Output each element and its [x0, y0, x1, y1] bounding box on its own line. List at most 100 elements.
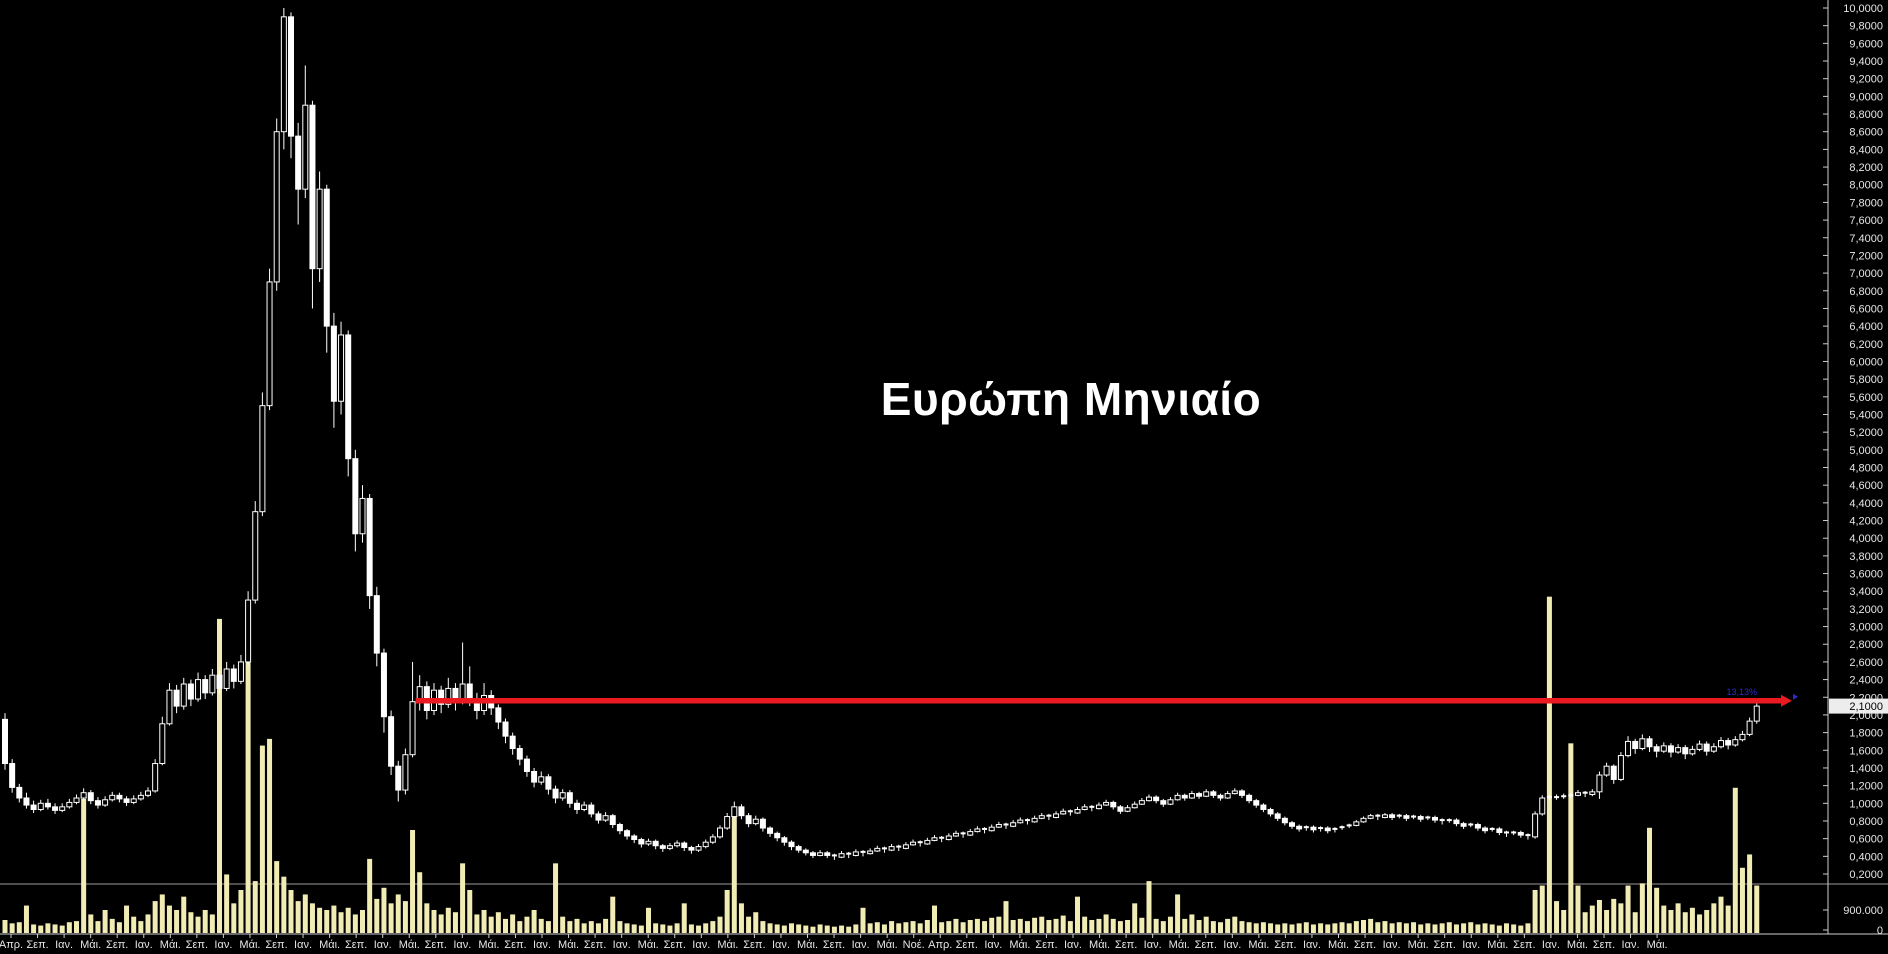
- candle-up: [223, 668, 230, 689]
- candle-up: [1617, 755, 1624, 780]
- volume-bar: [152, 901, 158, 933]
- volume-bar: [1310, 924, 1316, 933]
- candle-up: [1203, 791, 1210, 797]
- price-axis-label: 8,0000: [1849, 180, 1883, 192]
- volume-bar: [202, 910, 208, 933]
- price-axis-label: 5,8000: [1849, 374, 1883, 386]
- candle-down: [802, 849, 809, 854]
- candle-down: [366, 497, 373, 597]
- candle-up: [731, 806, 738, 818]
- volume-bar: [939, 922, 945, 933]
- candle-down: [659, 845, 666, 849]
- volume-bar: [710, 921, 716, 933]
- candle-up: [259, 405, 266, 513]
- month-label: Σεπ.: [823, 939, 845, 951]
- volume-bar: [352, 914, 358, 933]
- volume-bar: [388, 903, 394, 933]
- candle-doji: [1568, 794, 1574, 797]
- candle-up: [1746, 720, 1753, 735]
- month-label: Ιαν.: [1223, 939, 1241, 951]
- candle-up: [1532, 813, 1539, 838]
- candle-up: [924, 839, 931, 845]
- candle-doji: [1411, 815, 1417, 818]
- candle-down: [616, 824, 623, 832]
- month-label: Σεπ.: [186, 939, 208, 951]
- candle-up: [1381, 814, 1388, 818]
- volume-bar: [1639, 883, 1645, 933]
- candle-down: [795, 846, 802, 851]
- candle-up: [1174, 794, 1181, 801]
- horizontal-trendline[interactable]: [415, 698, 1782, 704]
- volume-bar: [503, 918, 508, 933]
- candle-doji: [960, 832, 966, 835]
- candle-down: [1496, 828, 1503, 833]
- month-label: Ιαν.: [533, 939, 551, 951]
- volume-bar: [2, 920, 8, 933]
- volume-bar: [560, 916, 566, 933]
- volume-bar: [410, 830, 416, 933]
- candle-up: [1231, 790, 1238, 795]
- volume-bar: [1353, 921, 1359, 933]
- volume-bar: [431, 910, 437, 933]
- price-axis-label: 6,6000: [1849, 303, 1883, 315]
- month-label: Σεπ.: [743, 939, 765, 951]
- month-label: Ιαν.: [1462, 939, 1480, 951]
- volume-bar: [1754, 885, 1760, 933]
- candle-up: [717, 827, 723, 838]
- candle-doji: [1468, 823, 1474, 826]
- volume-bar: [109, 918, 115, 933]
- candle-down: [1281, 817, 1288, 824]
- month-label: Μάι.: [1009, 939, 1030, 951]
- candle-up: [1138, 800, 1145, 805]
- month-label: Ιαν.: [214, 939, 232, 951]
- volume-bar: [259, 745, 265, 933]
- candle-up: [674, 842, 681, 847]
- volume-bar: [667, 925, 673, 933]
- candle-up: [1353, 821, 1360, 826]
- volume-bar: [1446, 922, 1452, 933]
- price-axis-label: 9,4000: [1849, 56, 1883, 68]
- volume-bar: [1160, 921, 1166, 933]
- candle-up: [237, 661, 244, 682]
- price-axis-label: 8,2000: [1849, 162, 1883, 174]
- volume-bar: [138, 921, 144, 933]
- month-label: Ιαν.: [1064, 939, 1082, 951]
- volume-bar: [517, 921, 523, 933]
- volume-bar: [481, 910, 487, 933]
- candle-down: [809, 852, 816, 856]
- volume-bar: [1418, 924, 1424, 933]
- month-label: Ιαν.: [135, 939, 153, 951]
- volume-bar: [896, 923, 902, 933]
- volume-bar: [1739, 867, 1745, 933]
- month-label: Μάι.: [1487, 939, 1508, 951]
- candle-down: [1246, 794, 1253, 802]
- candle-up: [952, 832, 959, 837]
- candle-up: [752, 818, 759, 825]
- volume-bar: [1275, 924, 1281, 933]
- volume-bar: [881, 924, 887, 933]
- candle-down: [609, 815, 616, 826]
- candle-doji: [831, 854, 837, 857]
- volume-bar: [1654, 887, 1660, 933]
- candle-up: [402, 754, 409, 791]
- candle-down: [1296, 825, 1303, 830]
- candle-down: [1210, 791, 1217, 796]
- volume-bar: [1153, 918, 1159, 933]
- month-label: Ιαν.: [613, 939, 631, 951]
- volume-bar: [1382, 921, 1388, 933]
- price-axis-label: 1,0000: [1849, 798, 1883, 810]
- volume-bar: [853, 924, 859, 933]
- candle-down: [1432, 816, 1438, 821]
- candle-down: [352, 458, 359, 535]
- volume-bar: [646, 907, 651, 933]
- volume-bar: [1203, 916, 1209, 933]
- candle-down: [1267, 808, 1274, 815]
- candle-down: [87, 792, 94, 802]
- volume-bar: [66, 922, 72, 933]
- candle-up: [109, 794, 116, 801]
- volume-bar: [1218, 922, 1223, 933]
- candle-up: [931, 837, 938, 841]
- candle-doji: [881, 847, 887, 850]
